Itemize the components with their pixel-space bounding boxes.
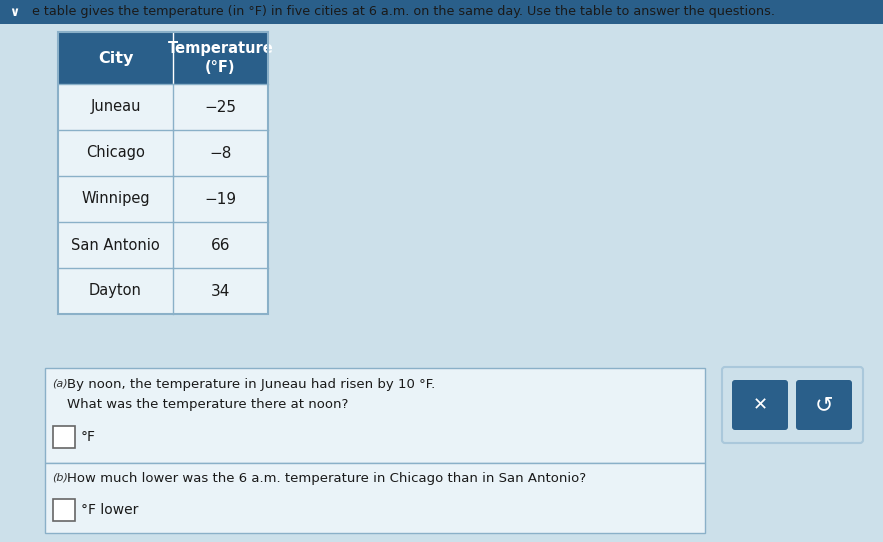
Text: (b): (b): [52, 472, 68, 482]
Text: e table gives the temperature (in °F) in five cities at 6 a.m. on the same day. : e table gives the temperature (in °F) in…: [32, 5, 775, 18]
FancyBboxPatch shape: [0, 0, 883, 24]
FancyBboxPatch shape: [58, 222, 268, 268]
Text: City: City: [98, 50, 133, 66]
Text: ✕: ✕: [752, 396, 767, 414]
FancyBboxPatch shape: [58, 176, 268, 222]
Text: °F lower: °F lower: [81, 503, 139, 517]
Text: °F: °F: [81, 430, 96, 444]
FancyBboxPatch shape: [53, 499, 75, 521]
Text: Chicago: Chicago: [86, 145, 145, 160]
FancyBboxPatch shape: [45, 368, 705, 463]
Text: −19: −19: [205, 191, 237, 207]
FancyBboxPatch shape: [53, 426, 75, 448]
Text: −8: −8: [209, 145, 231, 160]
Text: −25: −25: [205, 100, 237, 114]
Text: ∨: ∨: [9, 5, 19, 18]
Text: ↺: ↺: [815, 395, 834, 415]
FancyBboxPatch shape: [722, 367, 863, 443]
Text: Winnipeg: Winnipeg: [81, 191, 150, 207]
Text: By noon, the temperature in Juneau had risen by 10 °F.: By noon, the temperature in Juneau had r…: [67, 378, 435, 391]
Text: 34: 34: [211, 283, 230, 299]
FancyBboxPatch shape: [732, 380, 788, 430]
Text: What was the temperature there at noon?: What was the temperature there at noon?: [67, 398, 349, 411]
Text: (a): (a): [52, 378, 68, 388]
FancyBboxPatch shape: [45, 463, 705, 533]
Text: Dayton: Dayton: [89, 283, 142, 299]
Text: San Antonio: San Antonio: [72, 237, 160, 253]
Text: 66: 66: [211, 237, 230, 253]
FancyBboxPatch shape: [58, 32, 268, 84]
Text: Juneau: Juneau: [90, 100, 140, 114]
FancyBboxPatch shape: [796, 380, 852, 430]
Text: Temperature
(°F): Temperature (°F): [168, 41, 274, 75]
FancyBboxPatch shape: [58, 268, 268, 314]
FancyBboxPatch shape: [58, 84, 268, 130]
FancyBboxPatch shape: [58, 130, 268, 176]
Text: How much lower was the 6 a.m. temperature in Chicago than in San Antonio?: How much lower was the 6 a.m. temperatur…: [67, 472, 586, 485]
